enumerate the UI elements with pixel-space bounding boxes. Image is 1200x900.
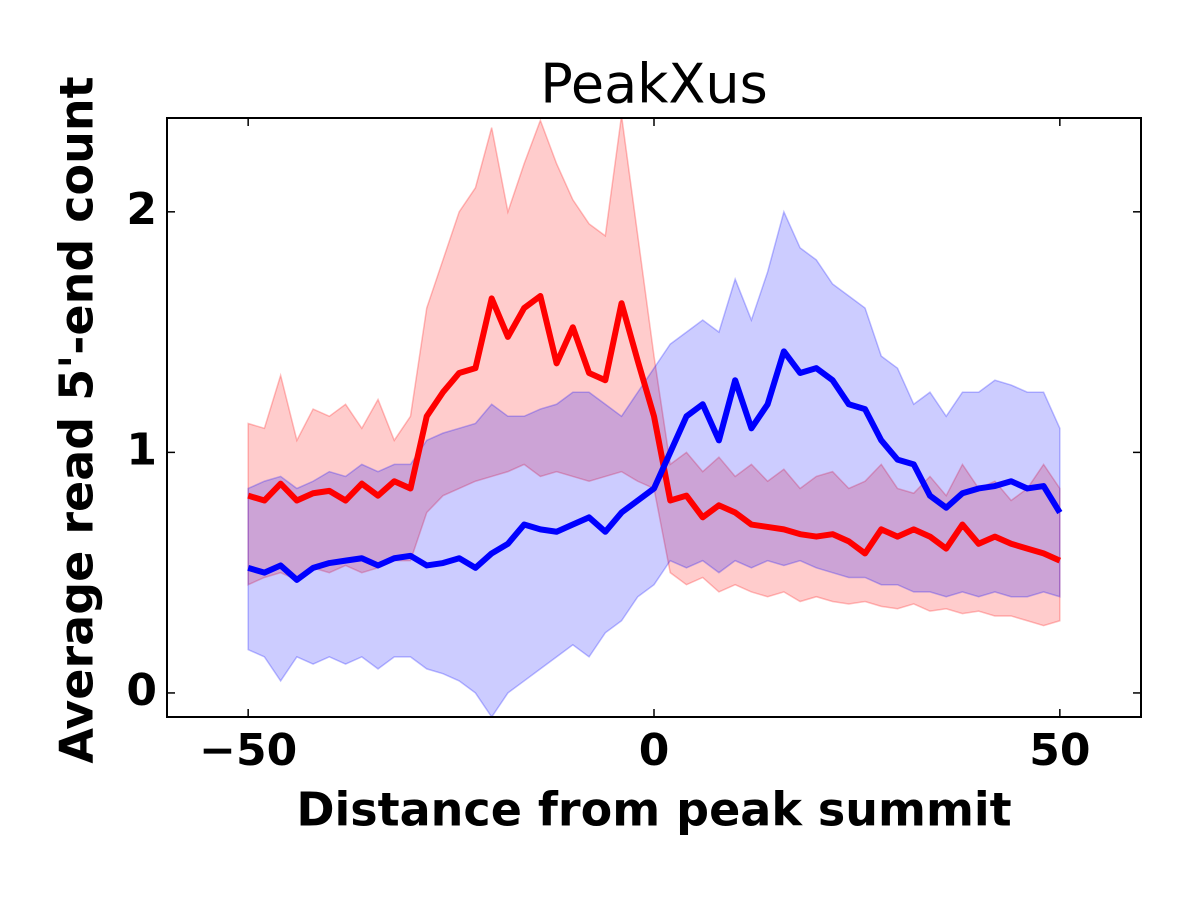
x-axis-label: Distance from peak summit	[296, 783, 1011, 837]
x-tick-label: 0	[639, 725, 670, 776]
chart-title: PeakXus	[540, 53, 768, 116]
y-tick-label: 0	[126, 665, 157, 716]
x-tick-label: −50	[199, 725, 297, 776]
x-tick-label: 50	[1029, 725, 1090, 776]
confidence-band	[247, 118, 1061, 627]
y-tick-label: 2	[126, 184, 157, 235]
line	[247, 293, 1062, 564]
y-axis-label: Average read 5'-end count	[50, 76, 104, 763]
y-tick-label: 1	[126, 424, 157, 475]
confidence-band	[247, 209, 1061, 717]
line	[247, 348, 1063, 583]
